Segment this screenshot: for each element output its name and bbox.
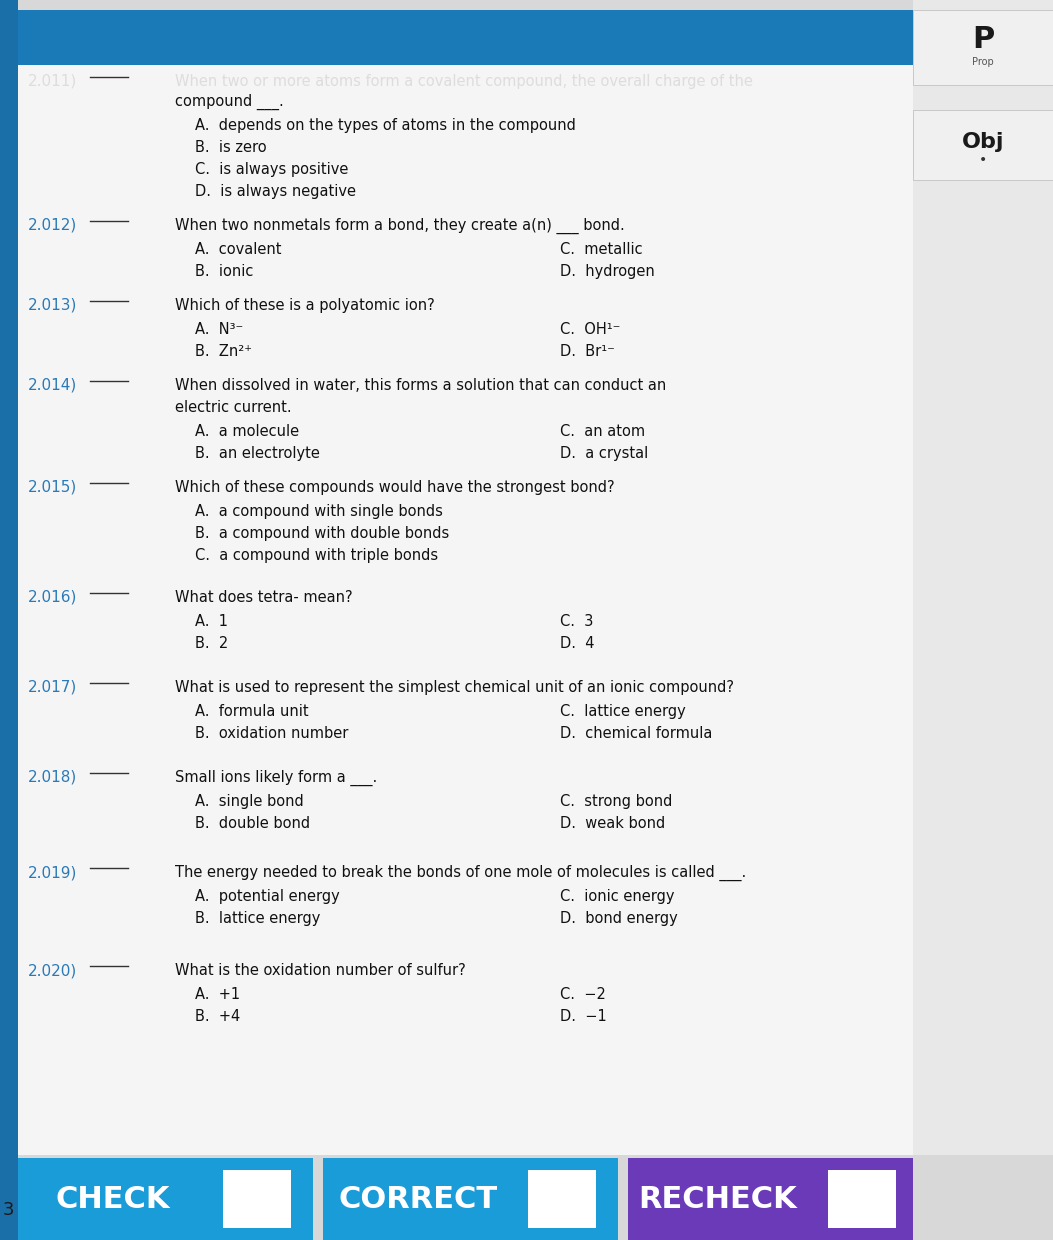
Text: 2.016): 2.016) xyxy=(28,590,77,605)
Bar xyxy=(913,0,1053,1154)
Text: 2.017): 2.017) xyxy=(28,680,77,694)
Text: C.  lattice energy: C. lattice energy xyxy=(560,704,686,719)
Text: Small ions likely form a ___.: Small ions likely form a ___. xyxy=(175,770,377,786)
Text: Prop: Prop xyxy=(972,57,994,67)
Text: C.  metallic: C. metallic xyxy=(560,242,642,257)
Text: RECHECK: RECHECK xyxy=(638,1184,797,1214)
Text: compound ___.: compound ___. xyxy=(175,94,283,110)
Text: CHECK: CHECK xyxy=(56,1184,171,1214)
Text: When dissolved in water, this forms a solution that can conduct an: When dissolved in water, this forms a so… xyxy=(175,378,667,393)
Text: Obj: Obj xyxy=(961,131,1005,153)
Text: A.  covalent: A. covalent xyxy=(195,242,281,257)
Text: D.  Br¹⁻: D. Br¹⁻ xyxy=(560,343,615,360)
Text: C.  −2: C. −2 xyxy=(560,987,605,1002)
Text: P: P xyxy=(972,26,994,55)
Text: B.  is zero: B. is zero xyxy=(195,140,266,155)
Text: C.  an atom: C. an atom xyxy=(560,424,645,439)
Text: C.  is always positive: C. is always positive xyxy=(195,162,349,177)
Text: C.  OH¹⁻: C. OH¹⁻ xyxy=(560,322,620,337)
Text: 2.019): 2.019) xyxy=(28,866,77,880)
Text: C.  ionic energy: C. ionic energy xyxy=(560,889,675,904)
Text: C.  strong bond: C. strong bond xyxy=(560,794,673,808)
Bar xyxy=(18,45,913,1154)
Bar xyxy=(223,1171,291,1228)
Text: electric current.: electric current. xyxy=(175,401,292,415)
Bar xyxy=(913,110,1053,180)
Text: A.  a molecule: A. a molecule xyxy=(195,424,299,439)
Text: A.  +1: A. +1 xyxy=(195,987,240,1002)
Text: A.  a compound with single bonds: A. a compound with single bonds xyxy=(195,503,443,520)
Text: B.  an electrolyte: B. an electrolyte xyxy=(195,446,320,461)
Bar xyxy=(0,0,18,1240)
Text: D.  hydrogen: D. hydrogen xyxy=(560,264,655,279)
Text: 2.012): 2.012) xyxy=(28,218,77,233)
Bar xyxy=(18,10,913,64)
Text: A.  1: A. 1 xyxy=(195,614,229,629)
Text: D.  chemical formula: D. chemical formula xyxy=(560,725,713,742)
Text: Which of these is a polyatomic ion?: Which of these is a polyatomic ion? xyxy=(175,298,435,312)
Text: 2.011): 2.011) xyxy=(28,74,77,89)
Text: 2.014): 2.014) xyxy=(28,378,77,393)
Text: What is the oxidation number of sulfur?: What is the oxidation number of sulfur? xyxy=(175,963,465,978)
Text: When two nonmetals form a bond, they create a(n) ___ bond.: When two nonmetals form a bond, they cre… xyxy=(175,218,624,234)
Bar xyxy=(913,10,1053,86)
Text: B.  a compound with double bonds: B. a compound with double bonds xyxy=(195,526,450,541)
Text: B.  lattice energy: B. lattice energy xyxy=(195,911,320,926)
Text: B.  ionic: B. ionic xyxy=(195,264,254,279)
Text: 2.013): 2.013) xyxy=(28,298,77,312)
Text: B.  +4: B. +4 xyxy=(195,1009,240,1024)
Text: B.  2: B. 2 xyxy=(195,636,229,651)
Text: D.  bond energy: D. bond energy xyxy=(560,911,678,926)
Text: 3: 3 xyxy=(2,1202,14,1219)
Text: •: • xyxy=(979,153,987,167)
Text: CORRECT: CORRECT xyxy=(338,1184,498,1214)
Text: 2.015): 2.015) xyxy=(28,480,77,495)
Text: What does tetra- mean?: What does tetra- mean? xyxy=(175,590,353,605)
Bar xyxy=(528,1171,596,1228)
Text: What is used to represent the simplest chemical unit of an ionic compound?: What is used to represent the simplest c… xyxy=(175,680,734,694)
Bar xyxy=(323,1158,618,1240)
Text: Which of these compounds would have the strongest bond?: Which of these compounds would have the … xyxy=(175,480,615,495)
Text: A.  depends on the types of atoms in the compound: A. depends on the types of atoms in the … xyxy=(195,118,576,133)
Text: D.  4: D. 4 xyxy=(560,636,595,651)
Text: A.  formula unit: A. formula unit xyxy=(195,704,309,719)
Text: C.  3: C. 3 xyxy=(560,614,594,629)
Text: B.  Zn²⁺: B. Zn²⁺ xyxy=(195,343,252,360)
Text: D.  a crystal: D. a crystal xyxy=(560,446,649,461)
Text: B.  double bond: B. double bond xyxy=(195,816,311,831)
Text: C.  a compound with triple bonds: C. a compound with triple bonds xyxy=(195,548,438,563)
Text: A.  potential energy: A. potential energy xyxy=(195,889,340,904)
Text: The energy needed to break the bonds of one mole of molecules is called ___.: The energy needed to break the bonds of … xyxy=(175,866,747,882)
Text: D.  is always negative: D. is always negative xyxy=(195,184,356,198)
Text: B.  oxidation number: B. oxidation number xyxy=(195,725,349,742)
Text: 2.020): 2.020) xyxy=(28,963,77,978)
Text: A.  single bond: A. single bond xyxy=(195,794,303,808)
Bar xyxy=(628,1158,913,1240)
Bar xyxy=(18,1158,313,1240)
Text: 2.018): 2.018) xyxy=(28,770,77,785)
Text: When two or more atoms form a covalent compound, the overall charge of the: When two or more atoms form a covalent c… xyxy=(175,74,753,89)
Text: D.  weak bond: D. weak bond xyxy=(560,816,665,831)
Bar xyxy=(828,1171,896,1228)
Text: A.  N³⁻: A. N³⁻ xyxy=(195,322,243,337)
Text: D.  −1: D. −1 xyxy=(560,1009,607,1024)
